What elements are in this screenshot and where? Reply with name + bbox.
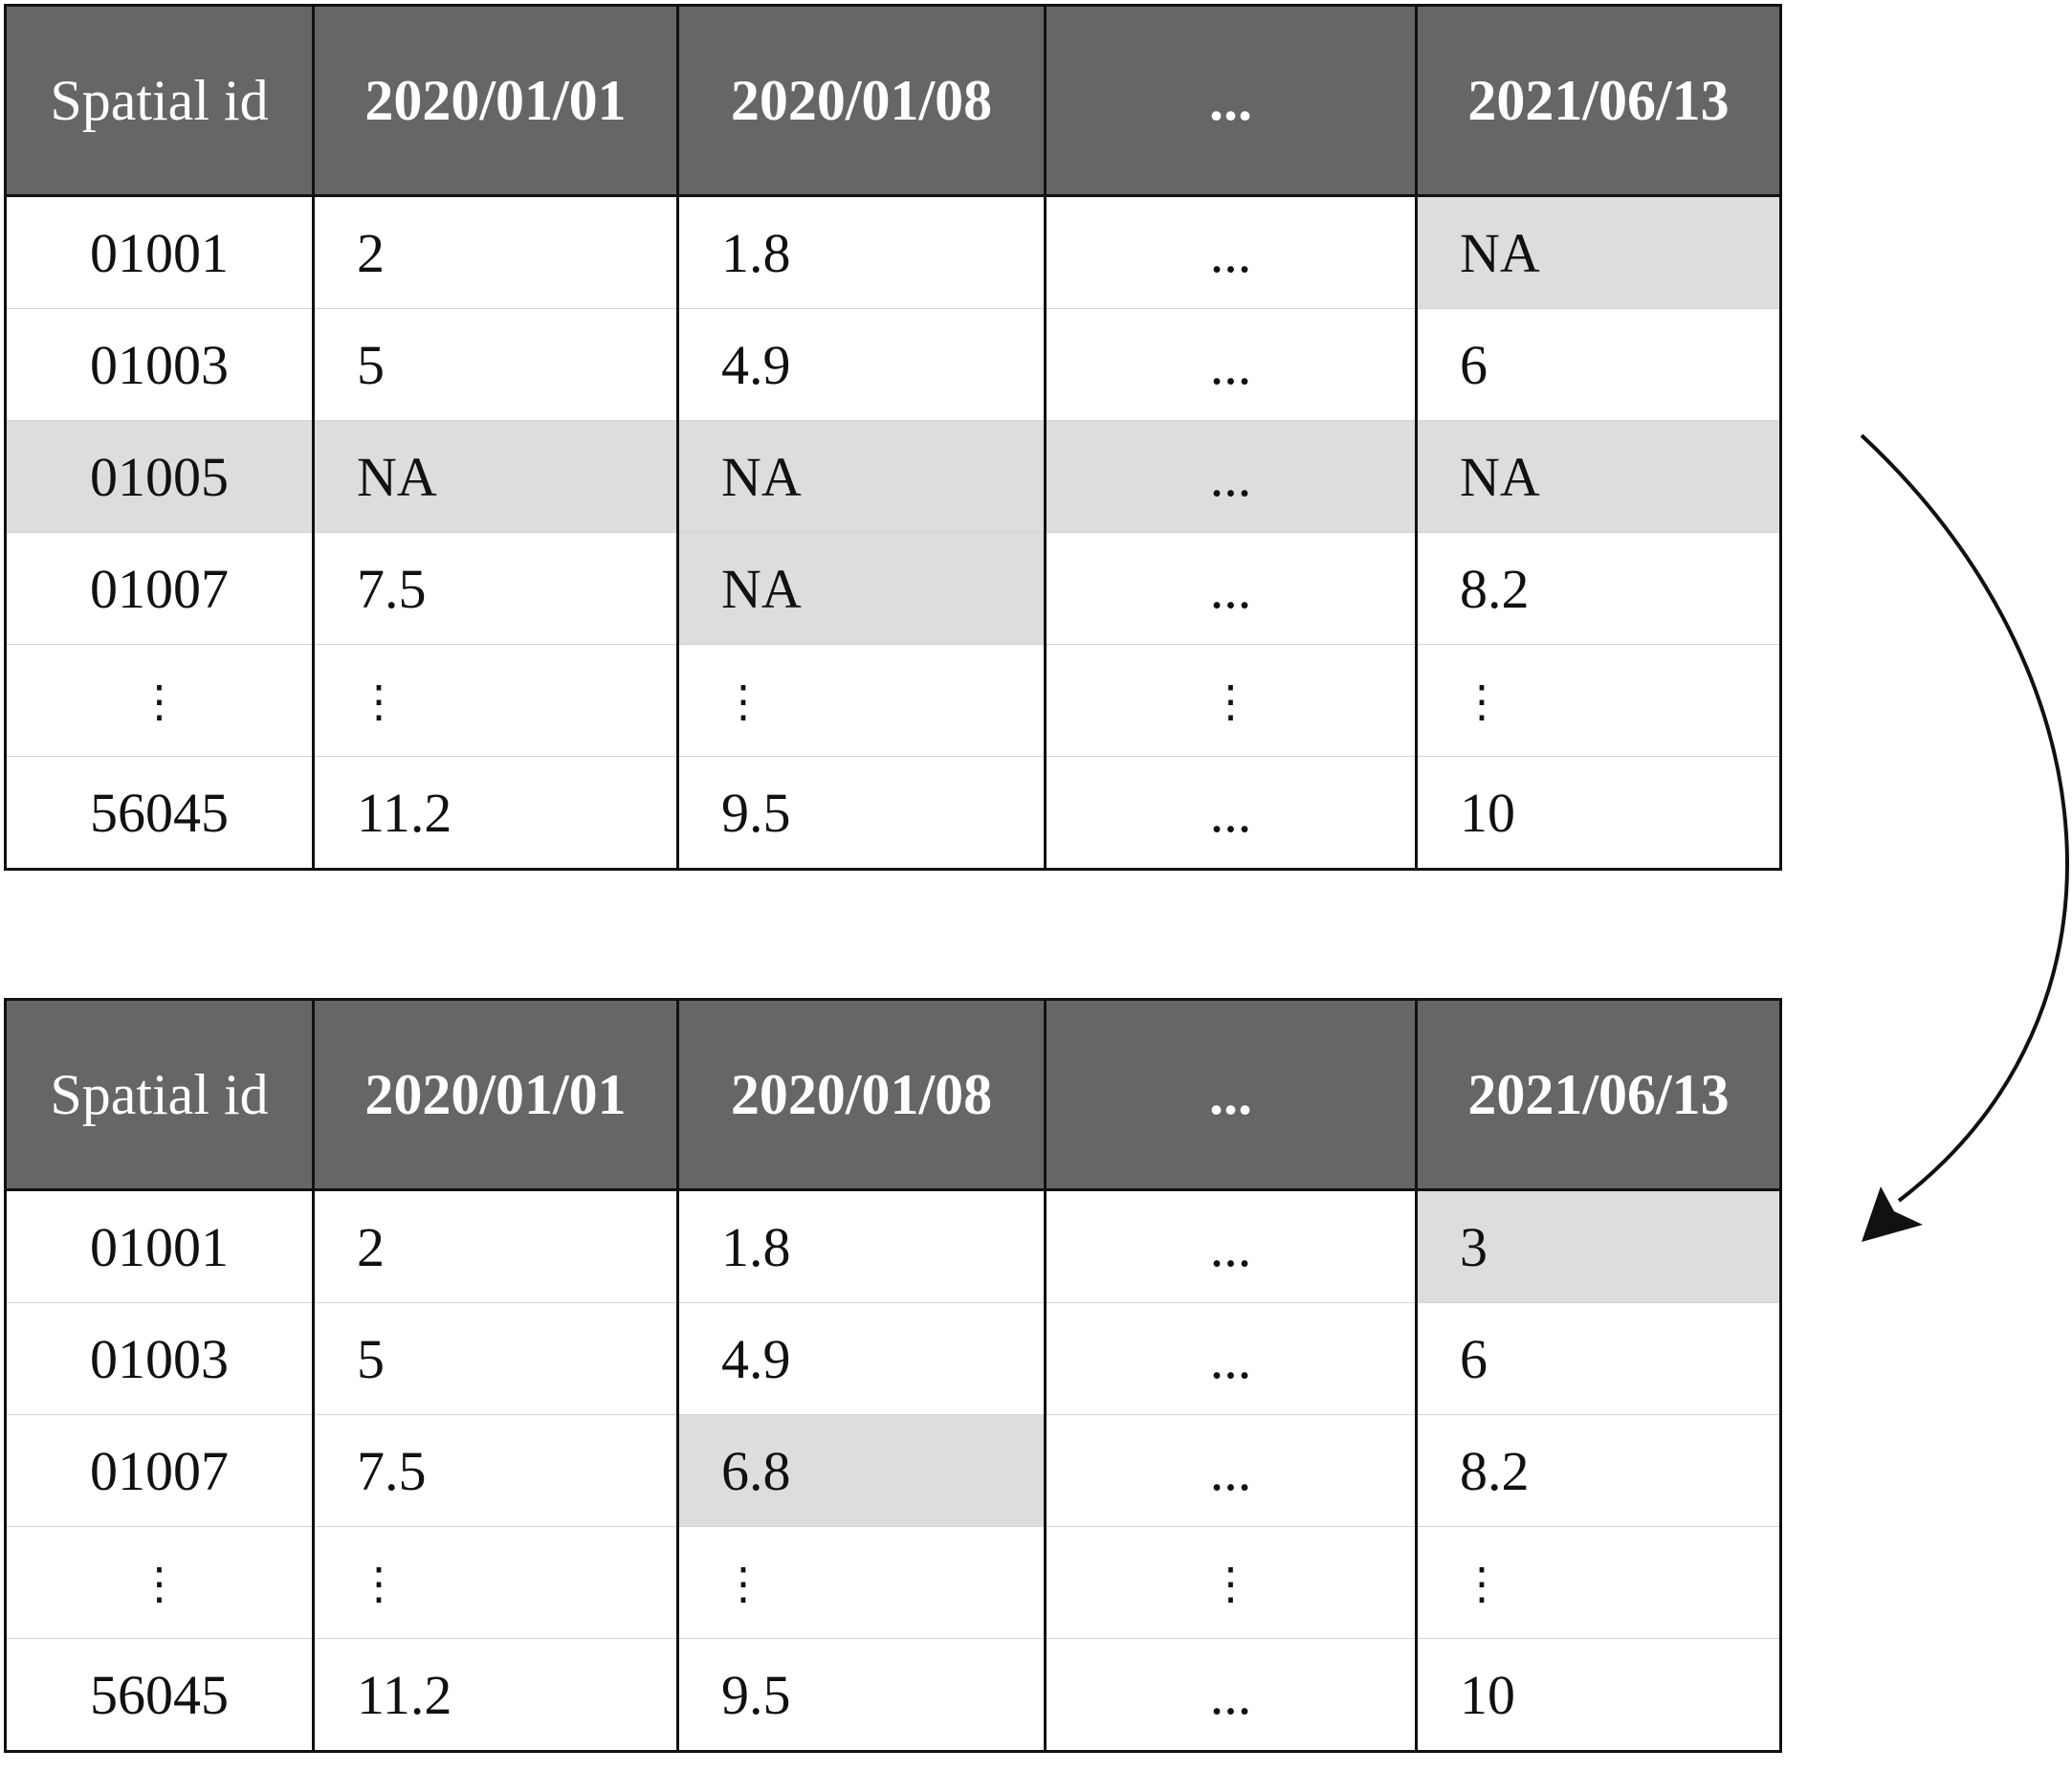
spatial-id-cell: ⋮ bbox=[4, 1526, 315, 1639]
table-row: 56045 11.2 9.5... 10 bbox=[4, 756, 1782, 871]
header-row: Spatial id 2020/01/01 2020/01/08 ... 202… bbox=[4, 998, 1782, 1191]
spatial-id-cell: 01001 bbox=[4, 1189, 315, 1303]
table-row: 01001 2 1.8... 3 bbox=[4, 1189, 1782, 1303]
table-before: Spatial id 2020/01/01 2020/01/08 ... 202… bbox=[4, 4, 1782, 871]
value-cell: ⋮ bbox=[1044, 1526, 1418, 1639]
table-row: 56045 11.2 9.5... 10 bbox=[4, 1638, 1782, 1753]
value-cell: 4.9 bbox=[676, 308, 1047, 421]
value-cell: NA bbox=[676, 532, 1047, 645]
spatial-id-cell: 56045 bbox=[4, 1638, 315, 1753]
value-cell: 10 bbox=[1415, 756, 1782, 871]
column-header: 2020/01/01 bbox=[312, 998, 679, 1191]
value-cell: 1.8 bbox=[676, 195, 1047, 309]
vertical-ellipsis: ⋮ bbox=[137, 676, 182, 726]
column-header: 2020/01/08 bbox=[676, 4, 1047, 197]
value-cell: ... bbox=[1044, 532, 1418, 645]
value-cell: 11.2 bbox=[312, 1638, 679, 1753]
column-header: Spatial id bbox=[4, 4, 315, 197]
value-cell: ... bbox=[1044, 420, 1418, 533]
vertical-ellipsis: ⋮ bbox=[1208, 1559, 1253, 1608]
value-cell: 2 bbox=[312, 195, 679, 309]
column-header: ... bbox=[1044, 998, 1418, 1191]
vertical-ellipsis: ⋮ bbox=[357, 1559, 401, 1608]
value-cell: ⋮ bbox=[1415, 1526, 1782, 1639]
vertical-ellipsis: ⋮ bbox=[1460, 1559, 1504, 1608]
value-cell: 5 bbox=[312, 308, 679, 421]
vertical-ellipsis: ⋮ bbox=[721, 1559, 765, 1608]
value-cell: ⋮ bbox=[676, 644, 1047, 757]
value-cell: 7.5 bbox=[312, 1414, 679, 1527]
value-cell: ⋮ bbox=[312, 644, 679, 757]
vertical-ellipsis: ⋮ bbox=[357, 676, 401, 726]
value-cell: 5 bbox=[312, 1302, 679, 1415]
ellipsis-row: ⋮ ⋮ ⋮ ⋮ ⋮ bbox=[4, 644, 1782, 757]
spatial-id-cell: 01007 bbox=[4, 532, 315, 645]
value-cell: NA bbox=[676, 420, 1047, 533]
spatial-id-cell: 01005 bbox=[4, 420, 315, 533]
table-after: Spatial id 2020/01/01 2020/01/08 ... 202… bbox=[4, 998, 1782, 1753]
value-cell: 4.9 bbox=[676, 1302, 1047, 1415]
spatial-id-cell: 01007 bbox=[4, 1414, 315, 1527]
value-cell: ... bbox=[1044, 1302, 1418, 1415]
column-header: 2020/01/01 bbox=[312, 4, 679, 197]
table-row: 01003 5 4.9... 6 bbox=[4, 308, 1782, 421]
column-header: 2020/01/08 bbox=[676, 998, 1047, 1191]
spatial-id-cell: ⋮ bbox=[4, 644, 315, 757]
value-cell: ... bbox=[1044, 1189, 1418, 1303]
value-cell: ⋮ bbox=[1044, 644, 1418, 757]
spatial-id-cell: 01003 bbox=[4, 1302, 315, 1415]
column-header: ... bbox=[1044, 4, 1418, 197]
vertical-ellipsis: ⋮ bbox=[137, 1559, 182, 1608]
vertical-ellipsis: ⋮ bbox=[1208, 676, 1253, 726]
flow-arrow-head bbox=[1862, 1186, 1923, 1242]
value-cell: 9.5 bbox=[676, 1638, 1047, 1753]
table-row: 01007 7.5 NA... 8.2 bbox=[4, 532, 1782, 645]
value-cell: 2 bbox=[312, 1189, 679, 1303]
value-cell: ⋮ bbox=[1415, 644, 1782, 757]
spatial-id-cell: 01003 bbox=[4, 308, 315, 421]
value-cell: ... bbox=[1044, 756, 1418, 871]
column-header: 2021/06/13 bbox=[1415, 998, 1782, 1191]
value-cell: NA bbox=[1415, 420, 1782, 533]
ellipsis-row: ⋮ ⋮ ⋮ ⋮ ⋮ bbox=[4, 1526, 1782, 1639]
value-cell: 8.2 bbox=[1415, 1414, 1782, 1527]
spatial-id-cell: 56045 bbox=[4, 756, 315, 871]
value-cell: ⋮ bbox=[312, 1526, 679, 1639]
vertical-ellipsis: ⋮ bbox=[1460, 676, 1504, 726]
spatial-id-cell: 01001 bbox=[4, 195, 315, 309]
header-row: Spatial id 2020/01/01 2020/01/08 ... 202… bbox=[4, 4, 1782, 197]
value-cell: 6 bbox=[1415, 308, 1782, 421]
flow-arrow-curve bbox=[1860, 433, 2069, 1203]
table-row: 01001 2 1.8... NA bbox=[4, 195, 1782, 309]
value-cell: ... bbox=[1044, 1638, 1418, 1753]
value-cell: NA bbox=[1415, 195, 1782, 309]
table-row: 01003 5 4.9... 6 bbox=[4, 1302, 1782, 1415]
value-cell: 7.5 bbox=[312, 532, 679, 645]
value-cell: 6.8 bbox=[676, 1414, 1047, 1527]
value-cell: NA bbox=[312, 420, 679, 533]
vertical-ellipsis: ⋮ bbox=[721, 676, 765, 726]
table-row: 01007 7.5 6.8... 8.2 bbox=[4, 1414, 1782, 1527]
value-cell: 9.5 bbox=[676, 756, 1047, 871]
column-header: Spatial id bbox=[4, 998, 315, 1191]
value-cell: ... bbox=[1044, 308, 1418, 421]
table-row: 01005 NA NA... NA bbox=[4, 420, 1782, 533]
value-cell: 1.8 bbox=[676, 1189, 1047, 1303]
value-cell: 11.2 bbox=[312, 756, 679, 871]
value-cell: 8.2 bbox=[1415, 532, 1782, 645]
value-cell: ... bbox=[1044, 195, 1418, 309]
value-cell: 10 bbox=[1415, 1638, 1782, 1753]
value-cell: ⋮ bbox=[676, 1526, 1047, 1639]
value-cell: 3 bbox=[1415, 1189, 1782, 1303]
column-header: 2021/06/13 bbox=[1415, 4, 1782, 197]
value-cell: ... bbox=[1044, 1414, 1418, 1527]
value-cell: 6 bbox=[1415, 1302, 1782, 1415]
